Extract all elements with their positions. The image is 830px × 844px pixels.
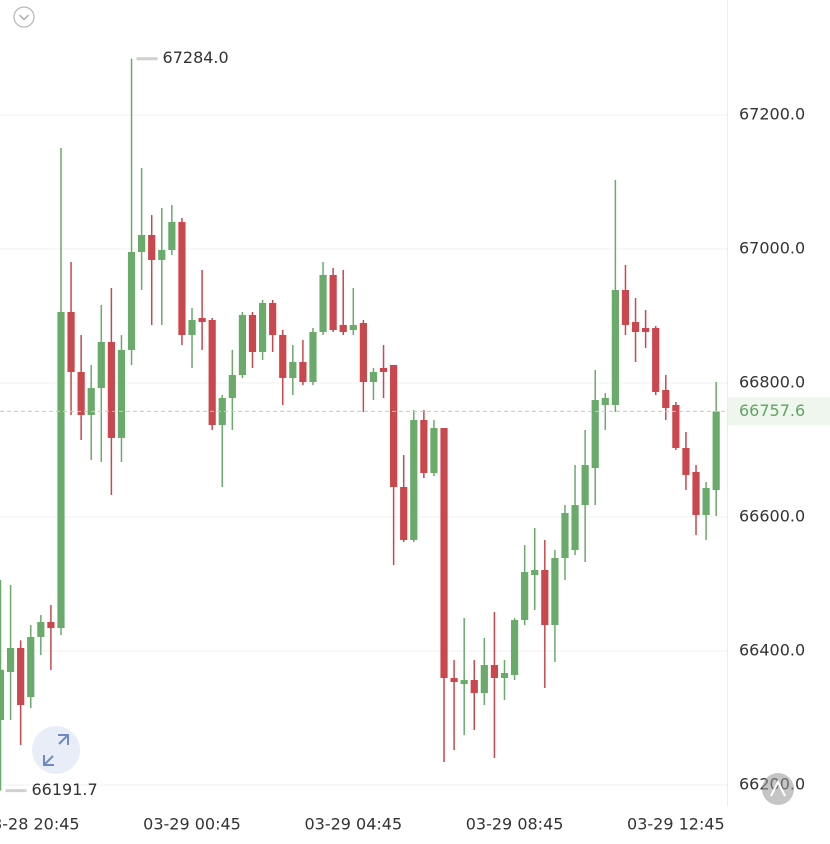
candle-body (248, 314, 257, 352)
candle-body (561, 513, 569, 559)
candle-body (692, 471, 700, 515)
candle-body (662, 389, 670, 408)
candle-body (642, 327, 650, 333)
candle-body (269, 302, 277, 336)
last-price-label: 66757.6 (739, 401, 805, 420)
y-tick-label: 67200.0 (739, 104, 805, 123)
annotation-label: 66191.7 (32, 780, 98, 799)
candle-body (279, 335, 287, 378)
candle-body (712, 411, 720, 491)
candle-body (148, 234, 156, 260)
candle-body (390, 364, 398, 487)
candle-body (127, 252, 136, 350)
candle-body (440, 428, 448, 679)
plot-area (0, 58, 720, 791)
x-tick-label: 03-29 04:45 (304, 815, 402, 834)
grid (0, 114, 727, 786)
candle-body (672, 404, 680, 448)
candle-body (551, 558, 559, 626)
candle-body (198, 318, 206, 323)
candle-body (138, 234, 146, 253)
candle-body (57, 311, 65, 629)
candle-body (77, 372, 85, 416)
candle-body (208, 320, 216, 426)
candle-body (168, 221, 176, 250)
collapse-button[interactable] (13, 6, 35, 28)
candle-body (581, 465, 589, 506)
candle-body (299, 362, 307, 382)
candle-body (379, 367, 388, 373)
candle-body (188, 320, 196, 336)
candle-body (47, 622, 55, 629)
y-tick-label: 67000.0 (739, 238, 805, 257)
candle-body (238, 314, 247, 376)
candle-body (510, 619, 519, 676)
candle-body (400, 486, 408, 540)
candle-body (521, 572, 529, 620)
candle-body (652, 327, 660, 392)
candle-body (470, 680, 478, 694)
candle-body (359, 322, 367, 382)
candle-body (258, 302, 267, 352)
candle-body (228, 375, 236, 399)
candle-body (117, 349, 126, 438)
expand-button[interactable] (32, 726, 80, 774)
candle-body (349, 324, 357, 330)
candle-body (369, 372, 378, 382)
candle-body (682, 447, 690, 475)
candle-body (97, 341, 105, 389)
candle-body (178, 221, 186, 336)
candle-body (410, 419, 418, 540)
candle-body (37, 622, 45, 638)
candle-body (319, 274, 327, 333)
candle-body (631, 322, 640, 333)
candle-body (0, 669, 5, 721)
labels: 66200.066400.066600.066800.067000.067200… (0, 48, 830, 834)
candle-body (702, 487, 710, 515)
x-tick-label: 03-29 00:45 (143, 815, 241, 834)
y-tick-label: 66400.0 (739, 641, 805, 660)
candle-body (531, 570, 539, 576)
candle-body (218, 398, 226, 426)
candle-body (17, 648, 25, 706)
settings-button[interactable] (762, 773, 794, 805)
candle-body (500, 672, 509, 679)
candle-body (329, 274, 337, 330)
candle-body (601, 398, 609, 405)
candle-body (621, 289, 630, 325)
last-price-box (728, 397, 830, 426)
candle-body (420, 419, 428, 473)
candle-body (339, 324, 347, 333)
candle-body (571, 505, 579, 551)
candle-body (289, 362, 297, 378)
candle-body (107, 341, 115, 438)
candle-body (158, 249, 166, 260)
candle-body (611, 289, 619, 405)
y-tick-label: 66800.0 (739, 372, 805, 391)
candle-body (27, 637, 35, 698)
candle-body (6, 648, 15, 672)
candle-body (67, 311, 75, 373)
candle-body (480, 665, 488, 694)
candle-body (541, 570, 549, 626)
y-tick-label: 66600.0 (739, 507, 805, 526)
x-tick-label: 03-29 08:45 (466, 815, 564, 834)
x-tick-label: 03-28 20:45 (0, 815, 80, 834)
candle-body (309, 332, 317, 382)
annotation-label: 67284.0 (163, 48, 229, 67)
overlay (13, 6, 794, 805)
candle-body (450, 678, 458, 683)
x-tick-label: 03-29 12:45 (627, 815, 725, 834)
candle-body (490, 665, 499, 679)
candle-body (591, 400, 599, 469)
candle-body (87, 388, 95, 416)
candle-body (460, 680, 468, 685)
candle-body (430, 428, 438, 473)
